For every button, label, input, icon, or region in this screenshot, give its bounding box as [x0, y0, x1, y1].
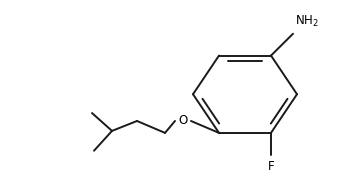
Text: O: O [178, 114, 188, 127]
Text: NH$_2$: NH$_2$ [295, 14, 319, 29]
Text: F: F [268, 160, 274, 173]
